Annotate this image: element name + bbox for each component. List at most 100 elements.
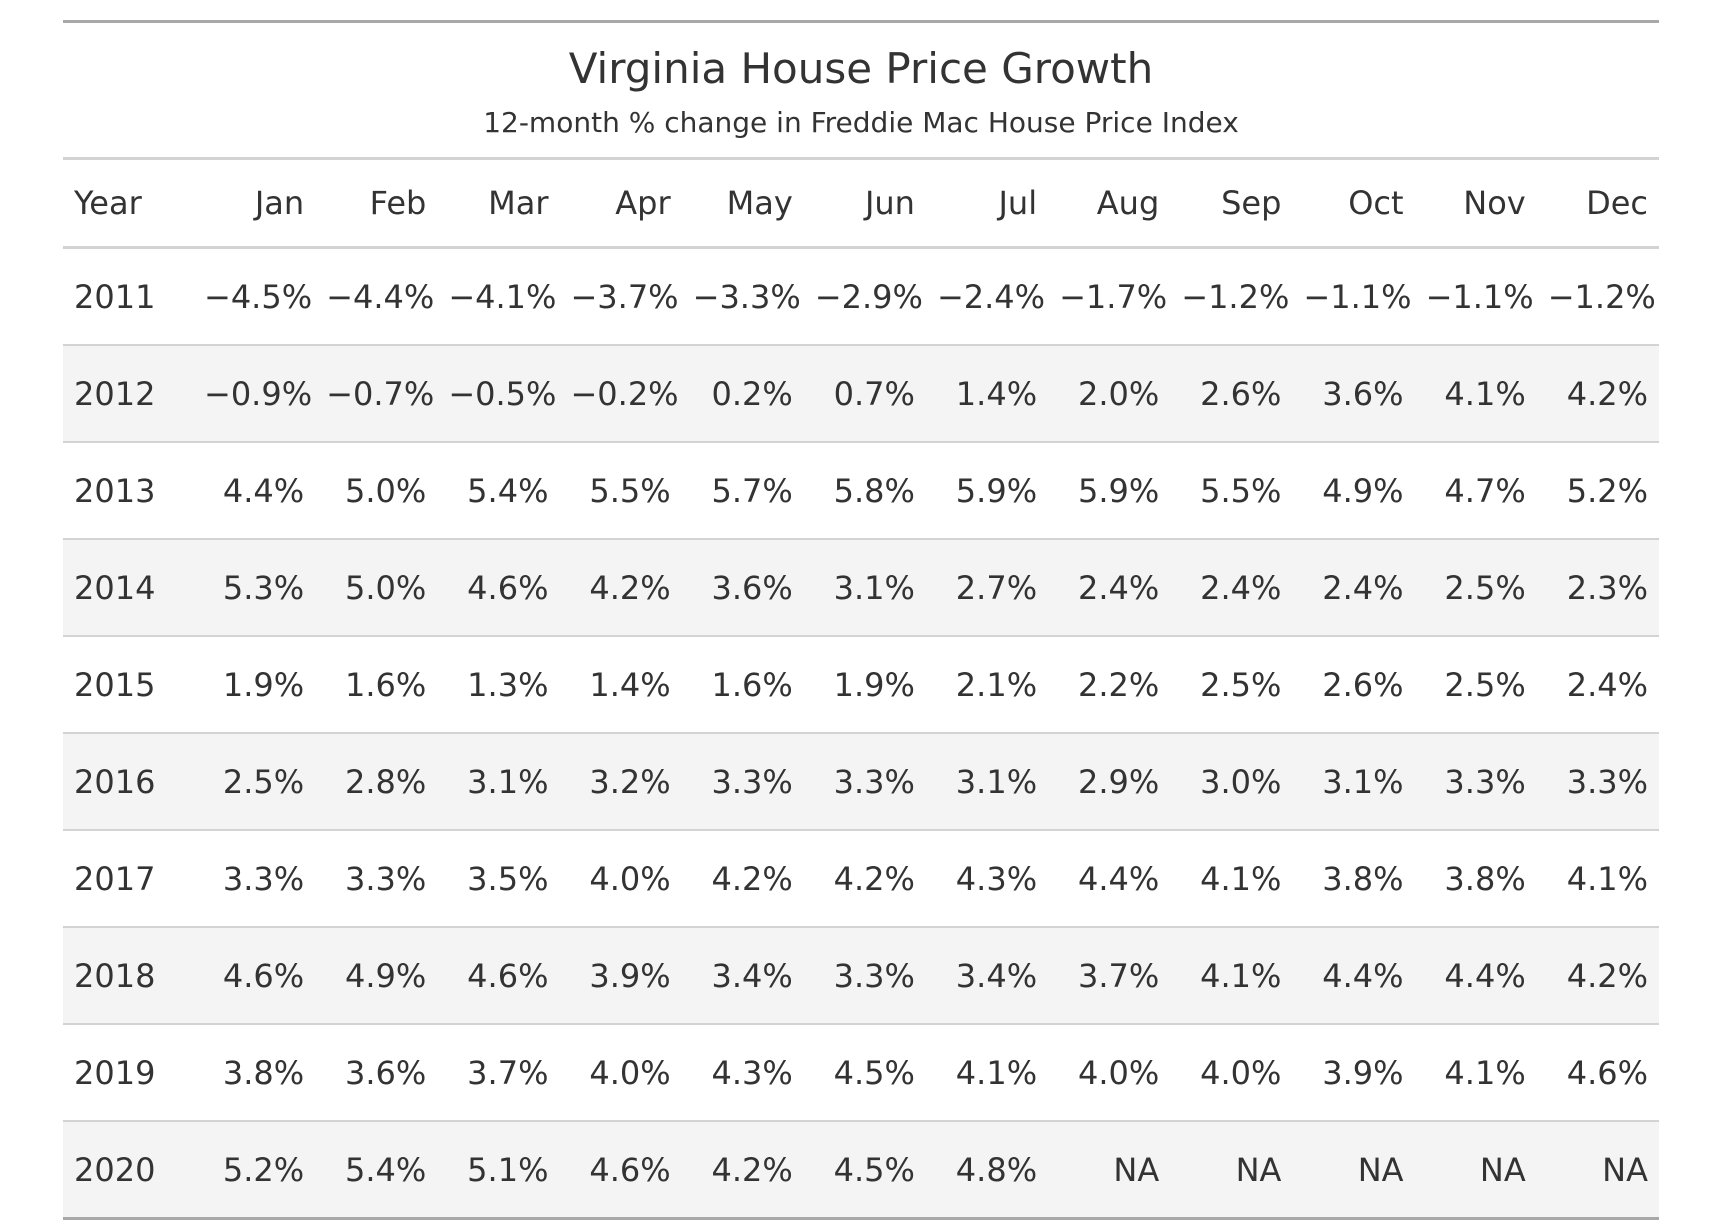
year-cell: 2016 bbox=[63, 733, 193, 831]
value-cell: 4.5% bbox=[803, 1121, 926, 1220]
value-cell: 3.3% bbox=[803, 733, 926, 831]
value-cell: −4.1% bbox=[437, 247, 560, 346]
value-cell: −3.3% bbox=[681, 247, 804, 346]
value-cell: 3.3% bbox=[803, 927, 926, 1025]
value-cell: −0.9% bbox=[193, 345, 316, 443]
value-cell: 5.0% bbox=[315, 539, 438, 637]
value-cell: 5.4% bbox=[315, 1121, 438, 1220]
value-cell: 2.2% bbox=[1048, 636, 1171, 734]
value-cell: 2.5% bbox=[1170, 636, 1293, 734]
value-cell: 5.9% bbox=[925, 442, 1049, 540]
value-cell: 2.4% bbox=[1170, 539, 1293, 637]
value-cell: −2.4% bbox=[925, 247, 1049, 346]
value-cell: 3.1% bbox=[1292, 733, 1415, 831]
value-cell: 2.4% bbox=[1292, 539, 1415, 637]
value-cell: 5.5% bbox=[1170, 442, 1293, 540]
value-cell: 1.3% bbox=[437, 636, 560, 734]
value-cell: 3.3% bbox=[315, 830, 438, 928]
value-cell: 2.8% bbox=[315, 733, 438, 831]
column-header-oct: Oct bbox=[1292, 160, 1415, 249]
value-cell: 4.7% bbox=[1414, 442, 1537, 540]
value-cell: 4.0% bbox=[559, 830, 682, 928]
value-cell: 4.2% bbox=[1536, 927, 1659, 1025]
column-header-apr: Apr bbox=[559, 160, 682, 249]
year-cell: 2011 bbox=[63, 247, 193, 346]
value-cell: 4.1% bbox=[1536, 830, 1659, 928]
value-cell: 2.6% bbox=[1170, 345, 1293, 443]
value-cell: 5.3% bbox=[193, 539, 316, 637]
year-cell: 2013 bbox=[63, 442, 193, 540]
value-cell: 3.1% bbox=[437, 733, 560, 831]
year-cell: 2020 bbox=[63, 1121, 193, 1220]
value-cell: 3.5% bbox=[437, 830, 560, 928]
value-cell: 2.1% bbox=[925, 636, 1049, 734]
value-cell: −0.2% bbox=[559, 345, 682, 443]
year-cell: 2015 bbox=[63, 636, 193, 734]
value-cell: 3.4% bbox=[925, 927, 1049, 1025]
value-cell: 5.8% bbox=[803, 442, 926, 540]
column-header-jul: Jul bbox=[925, 160, 1049, 249]
value-cell: 3.7% bbox=[437, 1024, 560, 1122]
value-cell: 5.1% bbox=[437, 1121, 560, 1220]
value-cell: 4.9% bbox=[1292, 442, 1415, 540]
value-cell: 2.0% bbox=[1048, 345, 1171, 443]
value-cell: 1.6% bbox=[681, 636, 804, 734]
value-cell: 2.5% bbox=[193, 733, 316, 831]
value-cell: 4.1% bbox=[1414, 1024, 1537, 1122]
table-row: 2016 2.5% 2.8% 3.1% 3.2% 3.3% 3.3% 3.1% 2.9% 3.0%… bbox=[63, 733, 1659, 831]
value-cell: 4.3% bbox=[681, 1024, 804, 1122]
year-cell: 2018 bbox=[63, 927, 193, 1025]
value-cell: −0.7% bbox=[315, 345, 438, 443]
value-cell: 3.8% bbox=[1292, 830, 1415, 928]
price-growth-table: Year Jan Feb Mar Apr May Jun Jul Aug Sep Oct Nov Dec… bbox=[63, 160, 1659, 1220]
value-cell: −1.1% bbox=[1292, 247, 1415, 346]
value-cell: 2.3% bbox=[1536, 539, 1659, 637]
table-row: 2015 1.9% 1.6% 1.3% 1.4% 1.6% 1.9% 2.1% 2.2% 2.5%… bbox=[63, 636, 1659, 734]
value-cell: 3.6% bbox=[681, 539, 804, 637]
value-cell: NA bbox=[1536, 1121, 1659, 1220]
value-cell: 4.2% bbox=[803, 830, 926, 928]
table-row: 2020 5.2% 5.4% 5.1% 4.6% 4.2% 4.5% 4.8% NA NA NA NA… bbox=[63, 1121, 1659, 1220]
value-cell: 3.8% bbox=[1414, 830, 1537, 928]
column-header-feb: Feb bbox=[315, 160, 438, 249]
value-cell: −0.5% bbox=[437, 345, 560, 443]
value-cell: 4.4% bbox=[1048, 830, 1171, 928]
column-header-may: May bbox=[681, 160, 804, 249]
year-cell: 2019 bbox=[63, 1024, 193, 1122]
table-row: 2017 3.3% 3.3% 3.5% 4.0% 4.2% 4.2% 4.3% 4.4% 4.1%… bbox=[63, 830, 1659, 928]
value-cell: 5.7% bbox=[681, 442, 804, 540]
value-cell: 4.8% bbox=[925, 1121, 1049, 1220]
data-table: Virginia House Price Growth 12-month % c… bbox=[63, 20, 1659, 1220]
value-cell: 4.2% bbox=[559, 539, 682, 637]
column-header-jan: Jan bbox=[193, 160, 316, 249]
column-header-mar: Mar bbox=[437, 160, 560, 249]
value-cell: 4.6% bbox=[437, 539, 560, 637]
value-cell: −1.1% bbox=[1414, 247, 1537, 346]
value-cell: −4.4% bbox=[315, 247, 438, 346]
year-cell: 2012 bbox=[63, 345, 193, 443]
value-cell: 5.2% bbox=[193, 1121, 316, 1220]
value-cell: 3.9% bbox=[559, 927, 682, 1025]
value-cell: 3.4% bbox=[681, 927, 804, 1025]
value-cell: 3.3% bbox=[681, 733, 804, 831]
value-cell: −1.2% bbox=[1536, 247, 1659, 346]
value-cell: 4.0% bbox=[559, 1024, 682, 1122]
value-cell: 5.5% bbox=[559, 442, 682, 540]
value-cell: 2.6% bbox=[1292, 636, 1415, 734]
year-cell: 2017 bbox=[63, 830, 193, 928]
table-subtitle: 12-month % change in Freddie Mac House P… bbox=[483, 106, 1239, 139]
table-row: 2018 4.6% 4.9% 4.6% 3.9% 3.4% 3.3% 3.4% 3.7% 4.1%… bbox=[63, 927, 1659, 1025]
value-cell: 3.1% bbox=[803, 539, 926, 637]
value-cell: −3.7% bbox=[559, 247, 682, 346]
value-cell: 3.0% bbox=[1170, 733, 1293, 831]
value-cell: 4.9% bbox=[315, 927, 438, 1025]
value-cell: −2.9% bbox=[803, 247, 926, 346]
value-cell: 4.0% bbox=[1048, 1024, 1171, 1122]
value-cell: 1.9% bbox=[193, 636, 316, 734]
value-cell: NA bbox=[1292, 1121, 1415, 1220]
header-rule bbox=[63, 157, 1659, 160]
value-cell: −1.2% bbox=[1170, 247, 1293, 346]
value-cell: 5.2% bbox=[1536, 442, 1659, 540]
value-cell: 2.4% bbox=[1048, 539, 1171, 637]
column-header-aug: Aug bbox=[1048, 160, 1171, 249]
